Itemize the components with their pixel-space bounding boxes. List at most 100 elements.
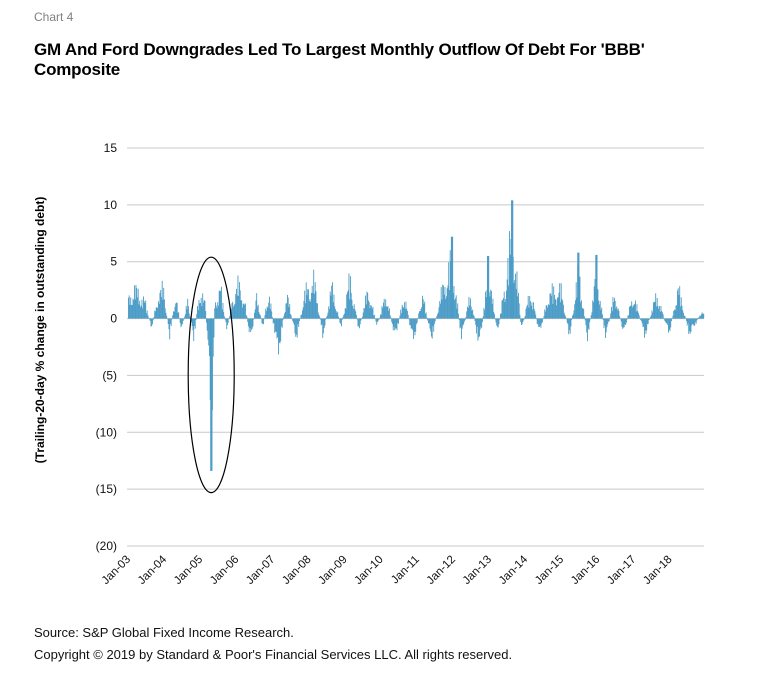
bar [146, 310, 148, 319]
bar [551, 283, 553, 319]
spike-bar [511, 200, 514, 319]
bar [560, 283, 562, 319]
bar [478, 318, 480, 338]
bar [137, 288, 139, 319]
bar [382, 307, 384, 319]
bar [365, 304, 367, 319]
bar [618, 310, 620, 319]
bar [233, 305, 235, 319]
bar [424, 301, 426, 319]
bar [418, 313, 420, 319]
bar [316, 303, 318, 319]
y-tick-label: (10) [96, 425, 117, 439]
x-tick-label: Jan-10 [352, 554, 385, 587]
spike-bar [487, 256, 490, 319]
bar [643, 318, 645, 327]
bar [615, 308, 617, 319]
bar [442, 284, 444, 319]
bar [673, 310, 675, 319]
bar [660, 305, 662, 319]
bar [391, 318, 393, 323]
bar [460, 318, 462, 328]
x-tick-label: Jan-09 [316, 554, 349, 587]
bar [503, 291, 505, 319]
bar [266, 306, 268, 319]
bar [320, 318, 322, 326]
bar [401, 313, 402, 319]
bar [407, 314, 409, 319]
bar [412, 318, 414, 330]
bar [528, 307, 530, 319]
bar [300, 314, 302, 319]
bar [342, 316, 344, 319]
bar [319, 316, 321, 319]
bar [476, 318, 477, 334]
bar [405, 301, 407, 319]
bar [185, 314, 186, 319]
bar [143, 301, 145, 319]
bar [254, 312, 255, 319]
bar [599, 304, 600, 319]
bar [585, 318, 587, 326]
bar [600, 309, 602, 319]
bar [152, 318, 154, 321]
bar [591, 312, 593, 319]
bar [389, 308, 390, 319]
bar [194, 318, 195, 327]
bar [206, 318, 207, 323]
bar [188, 306, 189, 319]
bar [449, 289, 450, 319]
x-tick-label: Jan-15 [533, 554, 566, 587]
bar [692, 318, 693, 325]
bar [458, 318, 460, 321]
bar [601, 307, 603, 319]
bar [364, 308, 366, 319]
x-tick-label: Jan-11 [389, 554, 422, 587]
bar [377, 318, 378, 323]
bar [179, 318, 180, 319]
bar [359, 318, 361, 325]
bar [614, 298, 615, 319]
bar [481, 318, 483, 329]
bar [413, 318, 414, 340]
bar [345, 308, 347, 319]
bar [567, 318, 569, 325]
bar [690, 318, 692, 332]
bar [400, 309, 402, 319]
bar [606, 318, 608, 328]
bar [500, 313, 502, 319]
bar [505, 298, 507, 319]
bar [599, 301, 601, 319]
bar [575, 282, 577, 319]
bar [457, 303, 459, 319]
bar [191, 318, 192, 323]
bar-series [128, 200, 705, 471]
bar [228, 318, 230, 320]
bar [524, 317, 525, 319]
bar [497, 318, 499, 328]
bar [279, 318, 281, 344]
bar [627, 315, 629, 319]
bar [256, 293, 258, 319]
x-tick-label: Jan-06 [208, 554, 241, 587]
bar [653, 302, 654, 319]
bar [506, 279, 508, 319]
bar [352, 305, 354, 319]
bar [548, 304, 550, 319]
bar [431, 318, 432, 337]
bar [381, 306, 383, 319]
bar [160, 289, 162, 319]
bar [680, 297, 682, 319]
bar [532, 309, 534, 319]
y-tick-label: 0 [110, 312, 117, 326]
bar [128, 295, 130, 319]
bar [133, 299, 135, 319]
bar [132, 298, 134, 319]
bar [552, 303, 554, 319]
bar [349, 299, 351, 319]
bar [272, 317, 273, 319]
bar [584, 318, 586, 321]
bar [489, 296, 491, 319]
bar [251, 318, 253, 329]
bar [353, 308, 354, 319]
